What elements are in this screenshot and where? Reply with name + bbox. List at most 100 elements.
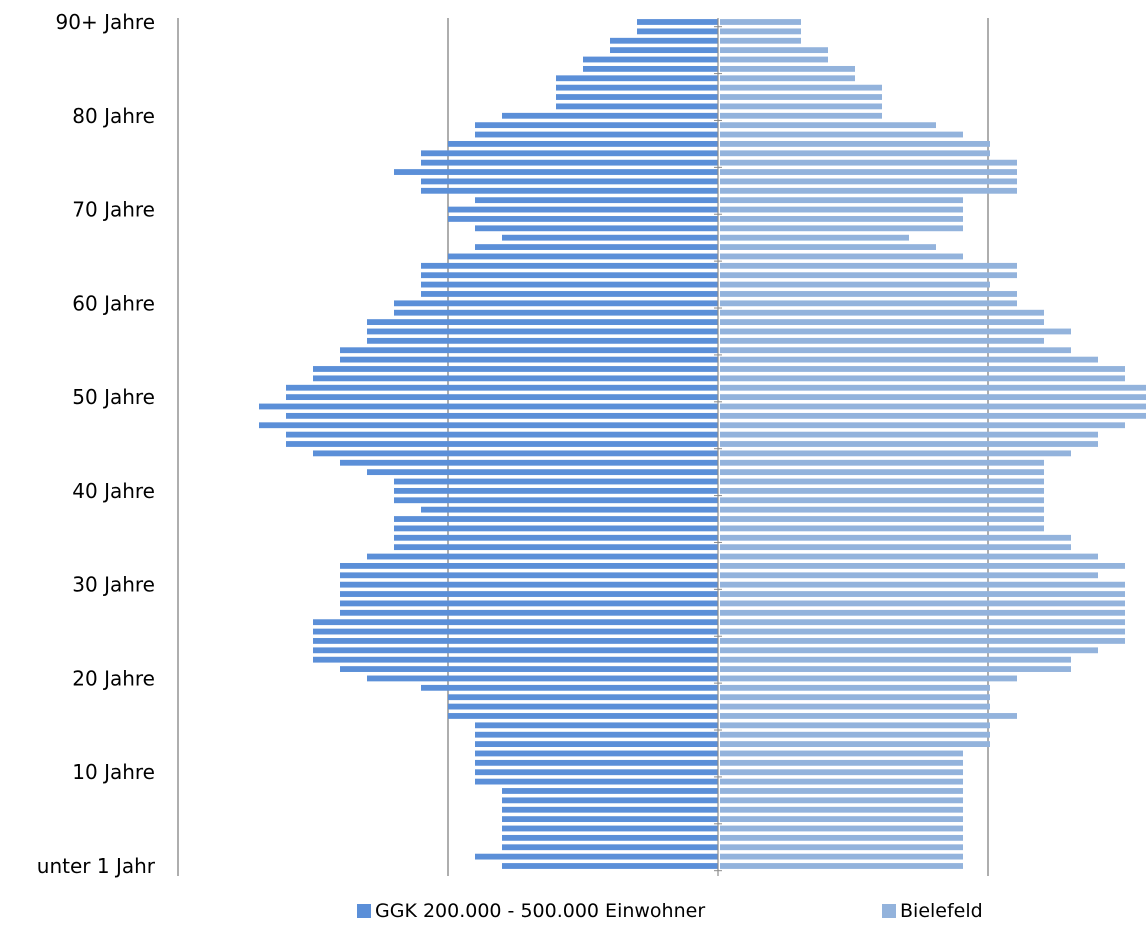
bar-female-79 (720, 122, 936, 129)
bar-male-23 (313, 647, 718, 654)
bar-male-54 (340, 356, 718, 363)
bar-female-80 (720, 112, 882, 119)
bar-female-7 (720, 797, 963, 804)
bar-female-66 (720, 244, 936, 250)
bar-male-20 (367, 675, 718, 682)
bar-female-73 (720, 178, 1017, 185)
y-tick-label-8: 80 Jahre (72, 104, 155, 128)
bar-male-25 (313, 628, 718, 635)
bar-female-1 (720, 853, 963, 860)
bar-female-81 (720, 103, 882, 110)
bar-male-9 (475, 778, 718, 785)
legend-item-male: GGK 200.000 - 500.000 Einwohner (357, 900, 705, 922)
bar-male-46 (286, 431, 718, 438)
bar-male-17 (448, 703, 718, 710)
bar-female-60 (720, 300, 1017, 307)
bar-male-13 (475, 741, 718, 747)
bar-female-64 (720, 262, 1017, 269)
bar-female-77 (720, 141, 990, 147)
bar-female-78 (720, 131, 963, 138)
bar-male-22 (313, 656, 718, 663)
bar-male-44 (313, 450, 718, 457)
y-tick-label-6: 60 Jahre (72, 291, 155, 315)
bar-female-31 (720, 572, 1098, 579)
bar-male-32 (340, 563, 718, 569)
bar-female-86 (720, 56, 828, 63)
bar-female-25 (720, 628, 1125, 635)
bar-male-15 (475, 722, 718, 729)
y-tick-label-4: 40 Jahre (72, 479, 155, 503)
y-tick-label-2: 20 Jahre (72, 666, 155, 690)
bar-female-24 (720, 638, 1125, 644)
bar-female-43 (720, 459, 1044, 466)
bar-female-34 (720, 544, 1071, 551)
bar-male-80 (502, 112, 718, 119)
legend-item-female: Bielefeld (882, 900, 983, 922)
bar-female-75 (720, 159, 1017, 166)
bar-female-56 (720, 337, 1044, 344)
bar-male-2 (502, 844, 718, 851)
bar-male-33 (367, 553, 718, 560)
bar-male-6 (502, 806, 718, 813)
bar-male-56 (367, 337, 718, 344)
bar-male-36 (394, 525, 718, 532)
bar-male-48 (286, 412, 718, 419)
bar-male-51 (286, 384, 718, 391)
bar-male-7 (502, 797, 718, 804)
bar-female-3 (720, 834, 963, 841)
bar-female-84 (720, 75, 855, 82)
bar-female-88 (720, 37, 801, 44)
y-tick-label-1: 10 Jahre (72, 760, 155, 784)
bar-male-75 (421, 159, 718, 166)
bar-female-28 (720, 600, 1125, 607)
bar-female-48 (720, 412, 1146, 419)
bar-male-84 (556, 75, 718, 82)
bar-male-55 (340, 347, 718, 354)
bar-male-28 (340, 600, 718, 607)
bar-male-83 (556, 84, 718, 91)
bar-male-26 (313, 619, 718, 626)
bar-female-62 (720, 281, 990, 288)
bar-female-18 (720, 694, 990, 701)
bar-male-30 (340, 581, 718, 588)
bar-male-82 (556, 94, 718, 100)
bar-male-49 (259, 403, 718, 410)
bar-female-38 (720, 506, 1044, 513)
bar-male-31 (340, 572, 718, 579)
bar-male-43 (340, 459, 718, 466)
bar-male-64 (421, 262, 718, 269)
bar-male-47 (259, 422, 718, 429)
bar-male-45 (286, 441, 718, 447)
bar-male-38 (421, 506, 718, 513)
bar-female-72 (720, 187, 1017, 194)
bar-female-37 (720, 516, 1044, 522)
bar-female-46 (720, 431, 1098, 438)
bar-female-8 (720, 788, 963, 794)
bar-male-69 (448, 216, 718, 222)
legend-swatch-female (882, 904, 896, 918)
bar-male-74 (394, 169, 718, 175)
bar-female-36 (720, 525, 1044, 532)
bar-female-58 (720, 319, 1044, 325)
bar-male-41 (394, 478, 718, 485)
bar-male-24 (313, 638, 718, 644)
bar-female-47 (720, 422, 1125, 429)
bar-male-85 (583, 65, 718, 72)
bar-male-39 (394, 497, 718, 504)
bar-female-2 (720, 844, 963, 851)
bar-female-6 (720, 806, 963, 813)
bar-female-87 (720, 47, 828, 54)
bar-female-15 (720, 722, 990, 729)
bar-female-55 (720, 347, 1071, 354)
bar-male-12 (475, 750, 718, 757)
bar-female-20 (720, 675, 1017, 682)
bar-male-0 (502, 863, 718, 869)
bar-female-76 (720, 150, 990, 157)
bar-male-10 (475, 769, 718, 776)
bar-female-70 (720, 206, 963, 213)
bar-female-10 (720, 769, 963, 776)
bar-female-68 (720, 225, 963, 232)
bar-male-19 (421, 684, 718, 691)
bars (259, 19, 1146, 869)
bar-female-26 (720, 619, 1125, 626)
